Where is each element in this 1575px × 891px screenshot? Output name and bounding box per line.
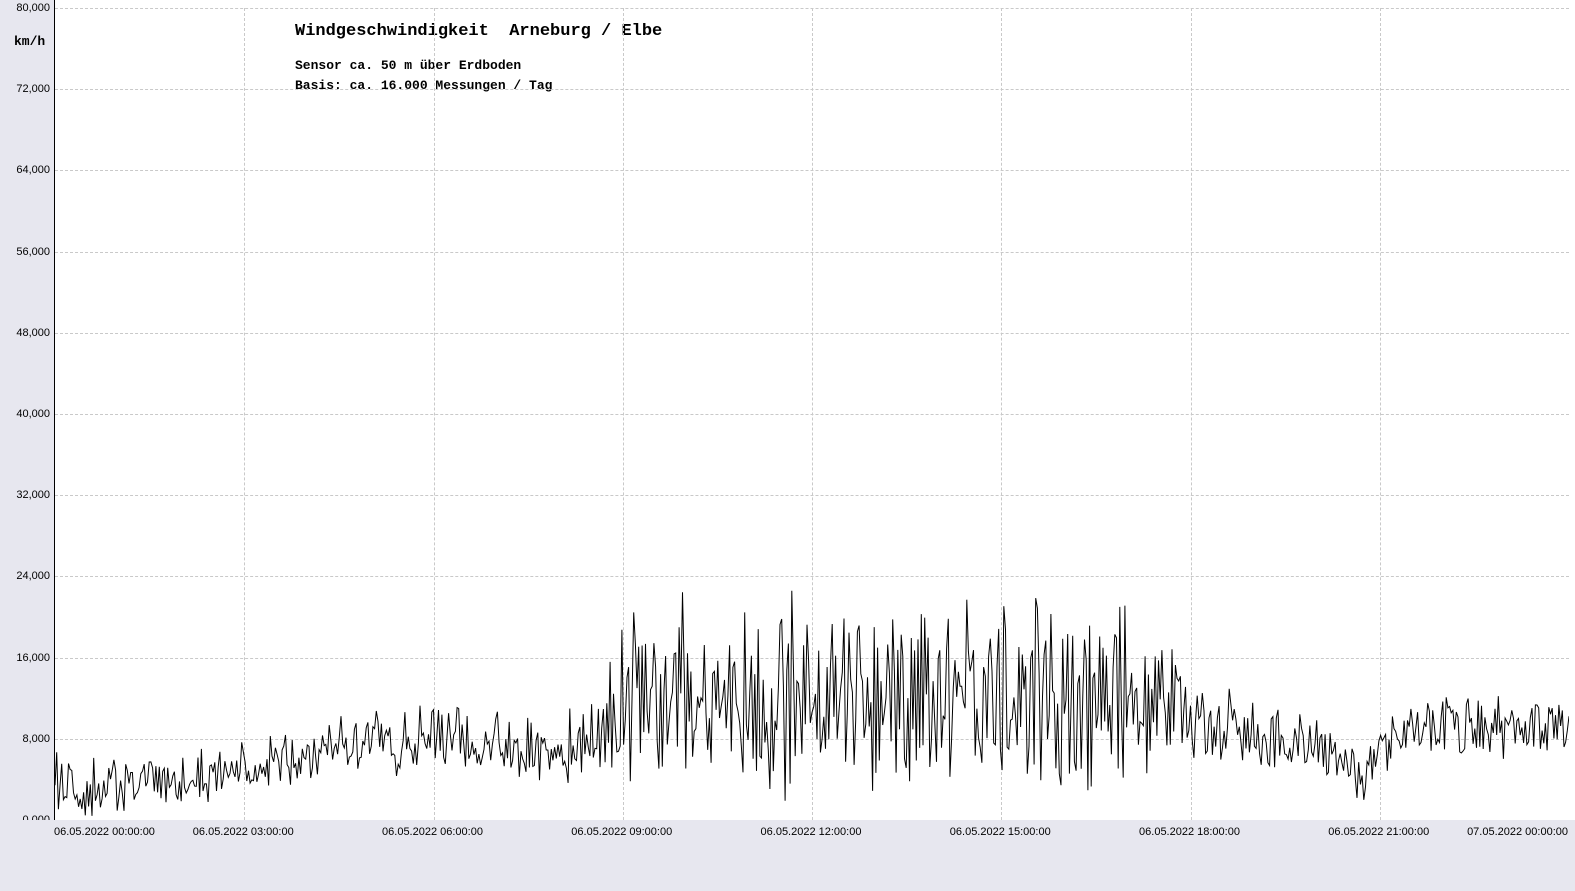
y-tick-label: 72,000 — [16, 83, 50, 95]
y-tick-label: 16,000 — [16, 652, 50, 664]
x-tick-label: 06.05.2022 18:00:00 — [1139, 826, 1240, 838]
y-tick-label: 40,000 — [16, 408, 50, 420]
x-tick-label: 06.05.2022 00:00:00 — [54, 826, 155, 838]
y-tick-label: 48,000 — [16, 327, 50, 339]
wind-series-line — [55, 8, 1569, 820]
x-tick-label: 06.05.2022 12:00:00 — [761, 826, 862, 838]
y-tick-label: 8,000 — [22, 733, 50, 745]
plot-area: Windgeschwindigkeit Arneburg / Elbe Sens… — [54, 8, 1569, 821]
x-tick-label: 07.05.2022 00:00:00 — [1467, 826, 1568, 838]
x-tick-label: 06.05.2022 06:00:00 — [382, 826, 483, 838]
x-tick-label: 06.05.2022 21:00:00 — [1328, 826, 1429, 838]
x-tick-label: 06.05.2022 09:00:00 — [571, 826, 672, 838]
x-tick-label: 06.05.2022 03:00:00 — [193, 826, 294, 838]
y-tick-label: 64,000 — [16, 164, 50, 176]
y-tick-label: 80,000 — [16, 2, 50, 14]
y-axis-unit: km/h — [14, 34, 45, 49]
x-axis-area: 06.05.2022 00:00:00 06.05.2022 03:00:00 06… — [0, 820, 1575, 891]
y-tick-label: 24,000 — [16, 570, 50, 582]
x-tick-label: 06.05.2022 15:00:00 — [950, 826, 1051, 838]
y-tick-label: 56,000 — [16, 246, 50, 258]
y-tick-label: 32,000 — [16, 489, 50, 501]
y-axis-area: km/h 0,0008,00016,00024,00032,00040,0004… — [0, 0, 55, 820]
wind-speed-chart: km/h 0,0008,00016,00024,00032,00040,0004… — [0, 0, 1575, 891]
